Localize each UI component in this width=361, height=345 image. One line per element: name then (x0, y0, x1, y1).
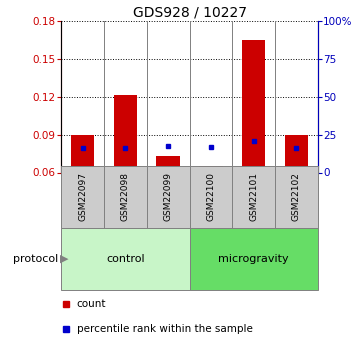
Bar (190, 166, 232, 228)
Text: GSM22099: GSM22099 (164, 172, 173, 221)
Bar (61, 228, 190, 290)
Text: ▶: ▶ (60, 254, 68, 264)
Text: GSM22098: GSM22098 (121, 172, 130, 221)
Bar (199, 166, 223, 172)
Bar (232, 166, 275, 228)
Bar (71, 135, 95, 172)
Text: GSM22101: GSM22101 (249, 172, 258, 221)
Bar (156, 156, 180, 172)
Bar (242, 40, 265, 173)
Text: count: count (77, 299, 106, 309)
Bar (190, 228, 318, 290)
Bar (284, 135, 308, 172)
Text: GSM22097: GSM22097 (78, 172, 87, 221)
Text: GSM22100: GSM22100 (206, 172, 216, 221)
Bar (275, 166, 318, 228)
Bar (147, 166, 190, 228)
Title: GDS928 / 10227: GDS928 / 10227 (132, 6, 247, 20)
Bar (104, 166, 147, 228)
Text: control: control (106, 254, 145, 264)
Text: percentile rank within the sample: percentile rank within the sample (77, 324, 253, 334)
Text: protocol: protocol (13, 254, 58, 264)
Bar (61, 166, 104, 228)
Text: GSM22102: GSM22102 (292, 172, 301, 221)
Text: microgravity: microgravity (218, 254, 289, 264)
Bar (114, 95, 137, 172)
